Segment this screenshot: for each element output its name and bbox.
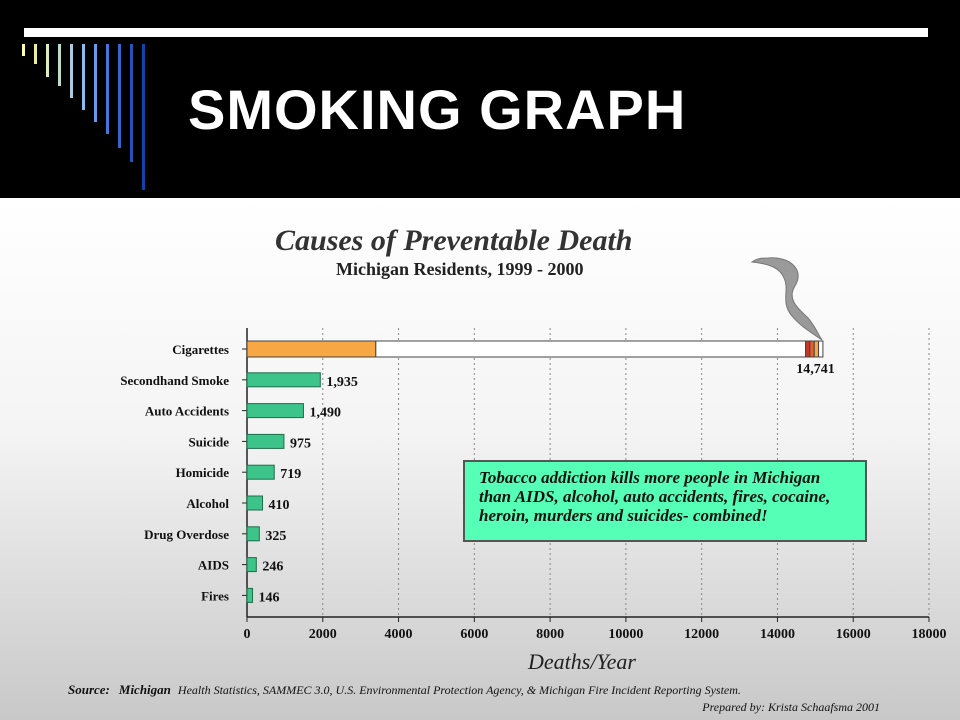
ash-segment: [813, 340, 820, 358]
value-label: 410: [269, 498, 290, 513]
category-labels: Cigarettes Secondhand Smoke Auto Accidents…: [120, 342, 229, 603]
decorative-lines: [22, 44, 162, 194]
chart-subtitle: Michigan Residents, 1999 - 2000: [336, 259, 584, 279]
x-tick-label: 16000: [836, 627, 871, 642]
value-labels: 14,741 1,935 1,490 975 719 410 325 246 146: [259, 362, 835, 605]
cigarette-body-bar: [375, 340, 807, 358]
smoke-wisp: [750, 257, 823, 341]
decorative-line: [22, 44, 25, 56]
decorative-line: [70, 44, 73, 98]
category-label: Alcohol: [186, 496, 229, 511]
decorative-line: [106, 44, 109, 134]
bar: [246, 464, 275, 480]
category-label: Cigarettes: [172, 342, 229, 357]
value-label: 1,490: [309, 406, 341, 421]
value-label: 325: [265, 529, 286, 544]
decorative-line: [142, 44, 145, 190]
x-tick-label: 8000: [536, 627, 564, 642]
tobacco-note-box: Tobacco addiction kills more people in M…: [463, 460, 867, 542]
category-label: Secondhand Smoke: [120, 373, 229, 388]
x-tick-label: 6000: [460, 627, 488, 642]
decorative-line: [46, 44, 49, 77]
slide-header: SMOKING GRAPH: [0, 0, 960, 198]
value-label: 246: [262, 560, 283, 575]
ember-segment: [805, 340, 811, 358]
bar: [246, 557, 257, 573]
source-line: Source: Michigan Health Statistics, SAMM…: [68, 682, 741, 697]
grid-lines: [322, 328, 930, 617]
chart-panel: Causes of Preventable Death Michigan Res…: [0, 198, 960, 720]
x-tick-label: 2000: [309, 627, 337, 642]
x-tick-label: 14000: [760, 627, 795, 642]
x-tick-label: 0: [244, 627, 251, 642]
bar: [246, 372, 321, 388]
source-state: Michigan: [118, 682, 171, 697]
bar-chart: Causes of Preventable Death Michigan Res…: [68, 224, 947, 714]
smoke-icon: [750, 257, 823, 341]
category-label: Drug Overdose: [144, 527, 229, 542]
x-tick-label: 12000: [684, 627, 719, 642]
bar: [246, 526, 260, 542]
value-label: 146: [259, 590, 280, 605]
bar: [246, 495, 264, 511]
category-label: Fires: [201, 588, 229, 603]
decorative-line: [94, 44, 97, 122]
decorative-line: [58, 44, 61, 86]
x-tick-labels: 0 2000 4000 6000 8000 10000 12000 14000 16000 180…: [244, 627, 947, 642]
source-text: Health Statistics, SAMMEC 3.0, U.S. Envi…: [177, 683, 741, 697]
category-label: Auto Accidents: [145, 404, 229, 419]
ember-segment: [809, 340, 815, 358]
cigarette-filter-bar: [246, 340, 377, 358]
decorative-line: [34, 44, 37, 64]
x-axis-title: Deaths/Year: [527, 649, 636, 674]
decorative-line: [82, 44, 85, 110]
value-label: 14,741: [796, 362, 835, 377]
x-tick-label: 10000: [608, 627, 643, 642]
category-label: AIDS: [198, 558, 229, 573]
source-label: Source:: [68, 682, 110, 697]
value-label: 1,935: [326, 375, 358, 390]
slide-title: SMOKING GRAPH: [188, 78, 687, 141]
bar: [246, 587, 254, 603]
bar: [246, 433, 285, 449]
header-rule: [24, 28, 928, 37]
bar: [246, 403, 304, 419]
decorative-line: [118, 44, 121, 148]
x-tick-label: 4000: [385, 627, 413, 642]
x-tick-label: 18000: [912, 627, 947, 642]
category-label: Suicide: [189, 434, 230, 449]
value-label: 719: [280, 467, 301, 482]
prepared-by: Prepared by: Krista Schaafsma 2001: [701, 700, 880, 714]
decorative-line: [130, 44, 133, 162]
category-label: Homicide: [176, 465, 230, 480]
chart-title: Causes of Preventable Death: [275, 224, 632, 257]
ash-segment: [818, 340, 824, 358]
bars: [246, 340, 824, 603]
value-label: 975: [290, 436, 311, 451]
